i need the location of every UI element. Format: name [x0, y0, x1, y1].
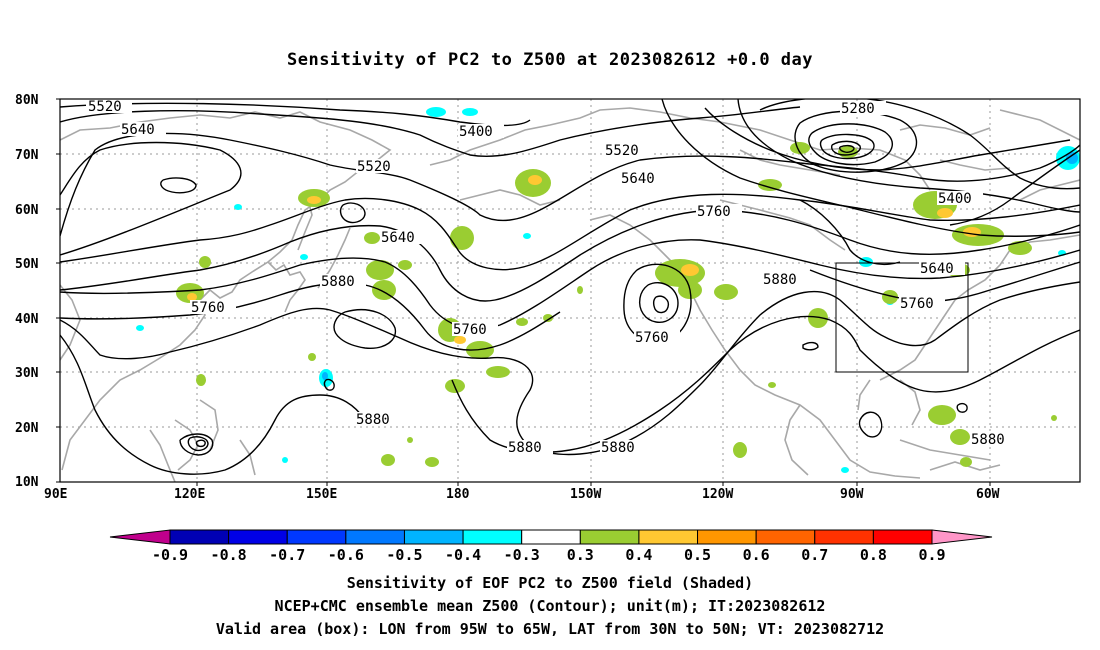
contour-label: 5520: [605, 143, 639, 159]
colorbar-swatch: [755, 529, 816, 545]
lat-label-20n: 20N: [15, 421, 39, 436]
contour-label: 5880: [356, 412, 390, 428]
caption-shaded: Sensitivity of EOF PC2 to Z500 field (Sh…: [346, 574, 754, 592]
colorbar-swatch: [345, 529, 405, 545]
colorbar-label: 0.3: [567, 546, 594, 564]
lat-label-50n: 50N: [15, 257, 39, 272]
colorbar-label: 0.7: [801, 546, 828, 564]
contour-label: 5400: [938, 191, 972, 207]
lon-label-90w: 90W: [840, 487, 864, 502]
colorbar-label: -0.7: [269, 546, 305, 564]
colorbar-swatch: [579, 529, 640, 545]
colorbar-swatch: [521, 529, 581, 545]
contour-label: 5640: [621, 171, 655, 187]
lat-label-70n: 70N: [15, 148, 39, 163]
colorbar-swatch: [228, 529, 288, 545]
contour-label: 5640: [381, 230, 415, 246]
contour-labels: 5520 5640 5400 5280 5520 5640 5520 5760 …: [88, 99, 1005, 456]
colorbar-label: 0.6: [743, 546, 770, 564]
lon-label-120w: 120W: [702, 487, 733, 502]
lon-label-60w: 60W: [976, 487, 1000, 502]
contour-label: 5880: [601, 440, 635, 456]
contour-label: 5760: [697, 204, 731, 220]
colorbar-label: 0.4: [625, 546, 652, 564]
colorbar-arrow-left: [109, 529, 171, 545]
lon-label-180: 180: [446, 487, 470, 502]
plot-frame: [59, 98, 1081, 483]
caption-valid-area: Valid area (box): LON from 95W to 65W, L…: [215, 620, 885, 638]
colorbar-swatch: [286, 529, 347, 545]
contour-label: 5520: [357, 159, 391, 175]
colorbar-swatch: [169, 529, 230, 545]
lon-label-150e: 150E: [306, 487, 337, 502]
colorbar-label: -0.6: [328, 546, 364, 564]
contour-label: 5640: [121, 122, 155, 138]
valid-area-box: [835, 262, 969, 373]
colorbar-swatch: [638, 529, 699, 545]
contour-label: 5760: [453, 322, 487, 338]
contour-label: 5880: [971, 432, 1005, 448]
colorbar-swatch: [697, 529, 757, 545]
colorbar-swatch: [872, 529, 933, 545]
lon-label-150w: 150W: [570, 487, 601, 502]
contour-label: 5520: [88, 99, 122, 115]
contour-label: 5760: [191, 300, 225, 316]
contour-label: 5880: [763, 272, 797, 288]
colorbar-label: -0.4: [445, 546, 481, 564]
lat-label-80n: 80N: [15, 93, 39, 108]
lat-label-60n: 60N: [15, 203, 39, 218]
colorbar-swatch: [462, 529, 523, 545]
caption-contour: NCEP+CMC ensemble mean Z500 (Contour); u…: [274, 597, 826, 615]
lon-label-120e: 120E: [174, 487, 205, 502]
colorbar: -0.9 -0.8 -0.7 -0.6 -0.5 -0.4 -0.3 0.3 0.4 0.5 0.6…: [109, 529, 993, 564]
lon-label-90e: 90E: [44, 487, 67, 502]
coastlines: [60, 107, 1080, 482]
contour-label: 5880: [508, 440, 542, 456]
colorbar-label: -0.9: [152, 546, 188, 564]
colorbar-label: -0.5: [386, 546, 422, 564]
colorbar-label: -0.3: [504, 546, 540, 564]
plot-area: [60, 99, 1080, 482]
colorbar-label: 0.8: [860, 546, 887, 564]
lat-label-10n: 10N: [15, 475, 39, 490]
colorbar-swatch: [403, 529, 464, 545]
lat-label-30n: 30N: [15, 366, 39, 381]
colorbar-label: 0.5: [684, 546, 711, 564]
contour-label: 5400: [459, 124, 493, 140]
contour-label: 5880: [321, 274, 355, 290]
contour-label: 5760: [635, 330, 669, 346]
contour-label: 5760: [900, 296, 934, 312]
lon-axis: 90E 120E 150E 180 150W 120W 90W 60W: [44, 482, 1000, 502]
colorbar-arrow-right: [931, 529, 993, 545]
lat-axis: 80N 70N 60N 50N 40N 30N 20N 10N: [15, 93, 60, 490]
contour-label: 5640: [920, 261, 954, 277]
colorbar-label: 0.9: [918, 546, 945, 564]
lat-label-40n: 40N: [15, 312, 39, 327]
contour-label: 5280: [841, 101, 875, 117]
chart-title: Sensitivity of PC2 to Z500 at 2023082612…: [286, 50, 813, 70]
colorbar-swatch: [814, 529, 874, 545]
colorbar-label: -0.8: [211, 546, 247, 564]
